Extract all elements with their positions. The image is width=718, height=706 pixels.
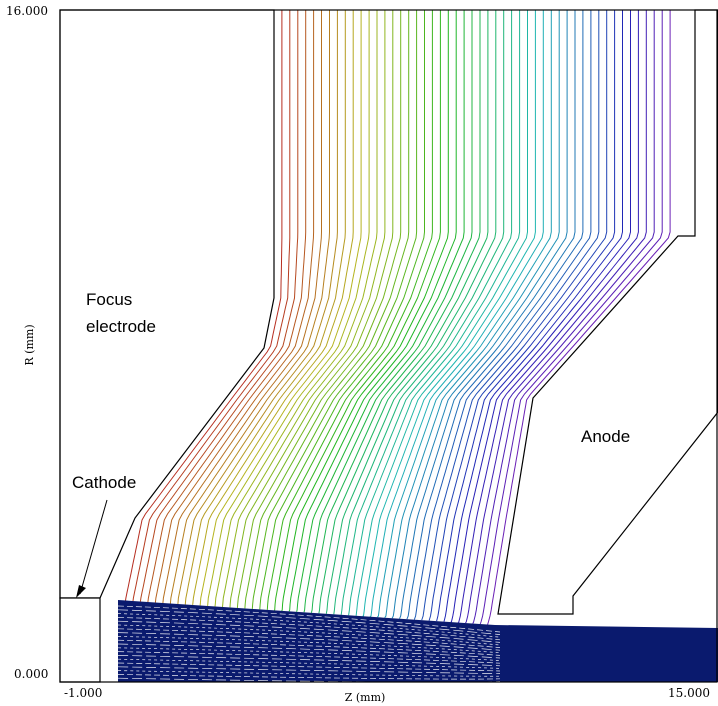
equipotential-line <box>132 10 291 602</box>
equipotential-line <box>162 10 322 604</box>
equipotential-line <box>251 10 418 609</box>
equipotential-line <box>288 10 457 612</box>
equipotential-line <box>472 10 655 624</box>
beam-trajectory-line <box>117 658 501 669</box>
equipotential-line <box>310 10 481 613</box>
equipotential-line <box>421 10 600 621</box>
equipotential-line <box>376 10 552 618</box>
equipotential-line <box>184 10 346 605</box>
equipotential-line <box>139 10 299 602</box>
equipotential-line <box>296 10 465 612</box>
beam-trajectory-line <box>117 632 501 651</box>
cathode-arrow <box>79 499 108 595</box>
focus-electrode-label: Focus <box>86 290 132 309</box>
equipotential-line <box>244 10 410 609</box>
equipotential-line <box>222 10 386 607</box>
equipotential-line <box>443 10 623 622</box>
y-tick-bottom: 0.000 <box>14 667 48 681</box>
beam-trajectories <box>117 605 501 683</box>
equipotential-line <box>259 10 425 610</box>
beam-trajectory-line <box>117 643 501 659</box>
x-axis-label: Z (mm) <box>345 691 386 704</box>
electron-beam <box>118 600 718 682</box>
y-axis-label: R (mm) <box>23 324 36 365</box>
cathode-label: Cathode <box>72 473 136 492</box>
equipotential-line <box>273 10 441 611</box>
anode-label: Anode <box>581 427 630 446</box>
focus-electrode-label-2: electrode <box>86 317 156 336</box>
equipotential-line <box>479 10 663 625</box>
equipotential-line <box>465 10 647 624</box>
beam-trajectory-line <box>117 620 501 643</box>
equipotential-line <box>413 10 592 620</box>
equipotential-line <box>214 10 378 607</box>
beam-trajectory-line <box>117 636 501 654</box>
beam-trajectory-line <box>117 628 501 648</box>
beam-trajectory-line <box>117 639 501 656</box>
beam-trajectory-line <box>117 655 501 667</box>
equipotential-line <box>266 10 433 610</box>
beam-trajectory-line <box>117 674 501 680</box>
equipotential-line <box>199 10 362 606</box>
equipotential-line <box>436 10 616 622</box>
beam-trajectory-line <box>117 651 501 664</box>
equipotential-line <box>369 10 544 618</box>
x-tick-right: 15.000 <box>668 686 710 700</box>
plot-frame <box>59 9 718 683</box>
equipotential-line <box>125 10 283 601</box>
equipotential-line <box>236 10 402 608</box>
equipotential-line <box>147 10 307 603</box>
anode-electrode <box>497 9 718 615</box>
beam-trajectory-line <box>117 613 501 638</box>
beam-trajectory-line <box>117 605 501 633</box>
equipotential-line <box>281 10 449 612</box>
equipotential-line <box>192 10 354 606</box>
equipotential-line <box>348 10 521 616</box>
equipotential-line <box>177 10 338 605</box>
equipotential-line <box>362 10 536 617</box>
equipotential-line <box>355 10 528 616</box>
equipotential-line <box>391 10 568 619</box>
equipotential-line <box>169 10 330 604</box>
beam-trajectory-line <box>117 624 501 646</box>
beam-trajectory-line <box>117 609 501 635</box>
beam-trajectory-line <box>117 647 501 661</box>
equipotential-line <box>325 10 497 614</box>
y-tick-top: 16.000 <box>6 4 48 18</box>
equipotential-line <box>207 10 370 606</box>
equipotential-line <box>487 10 671 625</box>
equipotential-line <box>154 10 315 603</box>
equipotential-line <box>450 10 631 623</box>
equipotential-line <box>229 10 394 608</box>
equipotential-line <box>399 10 576 619</box>
equipotential-lines <box>125 10 671 625</box>
equipotential-line <box>384 10 560 618</box>
cathode-electrode <box>59 597 101 683</box>
equipotential-line <box>333 10 505 615</box>
equipotential-line <box>428 10 608 621</box>
equipotential-line <box>457 10 639 623</box>
beam-trajectory-line <box>117 670 501 677</box>
equipotential-line <box>406 10 584 620</box>
x-tick-left: -1.000 <box>64 686 102 700</box>
equipotential-line <box>318 10 489 614</box>
beam-trajectory-line <box>117 666 501 674</box>
beam-trajectory-line <box>117 662 501 672</box>
beam-trajectory-line <box>117 617 501 641</box>
arrow-head-icon <box>76 585 86 598</box>
equipotential-line <box>340 10 513 615</box>
equipotential-line <box>303 10 473 613</box>
